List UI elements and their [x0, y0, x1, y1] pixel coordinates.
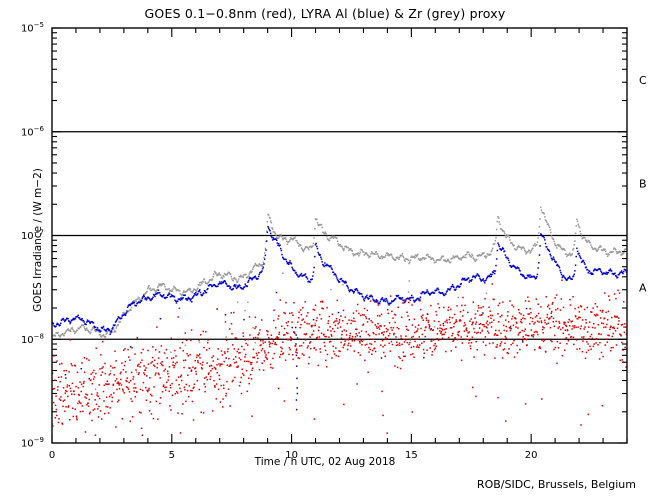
y-tick-label: 10−6: [21, 125, 45, 139]
class-label-B: B: [639, 178, 647, 191]
y-axis-label: GOES Irradiance / (W m−2): [32, 168, 44, 312]
x-tick-label: 5: [169, 450, 175, 461]
y-tick-label: 10−8: [21, 332, 44, 346]
x-tick-label: 10: [285, 450, 298, 461]
x-tick-labels: 0 5 10 15 20: [49, 450, 538, 461]
plot-frame-top: [51, 27, 628, 444]
class-label-A: A: [639, 281, 647, 294]
x-tick-label: 0: [49, 450, 55, 461]
x-tick-label: 20: [525, 450, 538, 461]
series-goes-long: [52, 279, 627, 437]
data-layer: [52, 206, 627, 437]
class-label-C: C: [639, 74, 647, 87]
y-tick-label: 10−9: [21, 436, 44, 450]
x-tick-label: 15: [405, 450, 418, 461]
series-lyra-al-dropouts: [294, 326, 299, 411]
credit-text: ROB/SIDC, Brussels, Belgium: [476, 478, 636, 491]
class-labels: C B A: [639, 74, 647, 295]
class-threshold-lines: [52, 131, 627, 340]
x-axis-label: Time / h UTC, 02 Aug 2018: [254, 456, 396, 468]
series-lyra-al: [52, 225, 627, 380]
page-title: GOES 0.1−0.8nm (red), LYRA Al (blue) & Z…: [144, 6, 506, 21]
y-tick-label: 10−5: [21, 21, 44, 35]
